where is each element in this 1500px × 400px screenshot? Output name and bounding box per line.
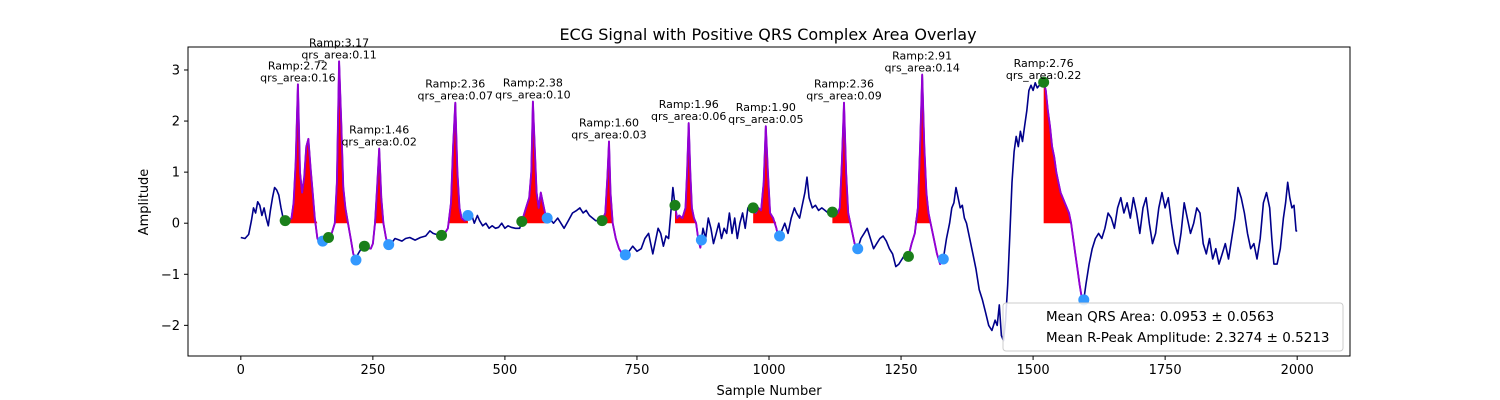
qrs-offset-marker-6	[619, 249, 631, 261]
annotation-layer: Ramp:2.72qrs_area:0.16Ramp:3.17qrs_area:…	[260, 36, 1081, 148]
chart-title: ECG Signal with Positive QRS Complex Are…	[559, 25, 976, 44]
annotation-ramp-8: Ramp:1.90	[736, 101, 796, 114]
qrs-area-7	[674, 123, 702, 224]
legend-box	[1002, 302, 1344, 352]
annotation-qrs-area-3: qrs_area:0.02	[341, 136, 416, 149]
qrs-segment-5	[520, 100, 548, 222]
qrs-area-6	[602, 141, 626, 224]
qrs-marker-layer	[279, 76, 1090, 306]
x-axis-ticks: 0 250 500 750 1000 1250 1500 1750 2000	[237, 356, 1314, 378]
qrs-onset-marker-9	[826, 206, 838, 218]
qrs-onset-marker-11	[1038, 76, 1050, 88]
qrs-area-2	[328, 61, 356, 224]
x-tick-label-2000: 2000	[1281, 363, 1314, 378]
y-tick-label--1: −1	[161, 268, 180, 283]
annotation-qrs-area-5: qrs_area:0.10	[495, 89, 570, 102]
qrs-offset-marker-7	[695, 234, 707, 246]
x-tick-label-1000: 1000	[752, 363, 785, 378]
qrs-offset-marker-4	[462, 210, 474, 222]
y-tick-label--2: −2	[161, 319, 180, 334]
qrs-onset-marker-10	[902, 250, 914, 262]
y-axis-ticks: −2 −1 0 1 2 3	[161, 63, 188, 334]
x-tick-label-1250: 1250	[884, 363, 917, 378]
qrs-onset-marker-3	[358, 240, 370, 252]
annotation-ramp-5: Ramp:2.38	[503, 77, 563, 90]
y-tick-label-3: 3	[172, 63, 180, 78]
qrs-segment-1	[285, 83, 324, 245]
qrs-offset-marker-2	[350, 254, 362, 266]
qrs-area-8	[753, 126, 780, 224]
qrs-onset-marker-4	[436, 229, 448, 241]
annotation-ramp-2: Ramp:3.17	[309, 36, 369, 49]
x-tick-label-500: 500	[492, 363, 517, 378]
annotation-qrs-area-1: qrs_area:0.16	[260, 71, 335, 84]
x-tick-label-1500: 1500	[1017, 363, 1050, 378]
legend-entry-mean-qrs-area: Mean QRS Area: 0.0953 ± 0.0563	[1046, 309, 1274, 325]
y-tick-label-2: 2	[172, 115, 180, 130]
x-axis-label: Sample Number	[716, 384, 822, 399]
qrs-onset-marker-5	[516, 216, 528, 228]
y-tick-label-1: 1	[172, 166, 180, 181]
qrs-onset-marker-6	[596, 215, 608, 227]
annotation-ramp-1: Ramp:2.72	[268, 59, 328, 72]
qrs-offset-marker-3	[383, 239, 395, 251]
annotation-ramp-7: Ramp:1.96	[659, 98, 719, 111]
qrs-segment-6	[601, 140, 626, 256]
annotation-qrs-area-4: qrs_area:0.07	[418, 90, 493, 103]
qrs-segment-2	[327, 60, 357, 261]
qrs-onset-marker-2	[322, 232, 334, 244]
annotation-qrs-area-7: qrs_area:0.06	[651, 110, 726, 123]
annotation-qrs-area-2: qrs_area:0.11	[301, 48, 376, 61]
qrs-area-11	[1043, 82, 1084, 224]
annotation-qrs-area-8: qrs_area:0.05	[728, 113, 803, 126]
x-tick-label-750: 750	[625, 363, 650, 378]
annotation-qrs-area-6: qrs_area:0.03	[571, 128, 646, 141]
annotation-ramp-6: Ramp:1.60	[579, 116, 639, 129]
qrs-segment-10	[907, 73, 945, 266]
x-tick-label-1750: 1750	[1149, 363, 1182, 378]
qrs-offset-marker-8	[774, 230, 786, 242]
qrs-offset-marker-5	[541, 212, 553, 224]
y-tick-label-0: 0	[172, 217, 180, 232]
qrs-onset-marker-1	[279, 215, 291, 227]
qrs-area-4	[441, 102, 468, 224]
legend: Mean QRS Area: 0.0953 ± 0.0563 Mean R-Pe…	[1002, 302, 1344, 352]
qrs-segment-4	[441, 101, 469, 237]
qrs-onset-marker-7	[669, 199, 681, 211]
annotation-qrs-area-10: qrs_area:0.14	[884, 62, 959, 75]
qrs-segment-11	[1042, 81, 1085, 301]
y-axis-label: Amplitude	[137, 169, 152, 236]
annotation-ramp-9: Ramp:2.36	[814, 78, 874, 91]
qrs-offset-marker-9	[852, 243, 864, 255]
annotation-qrs-area-11: qrs_area:0.22	[1006, 69, 1081, 82]
qrs-offset-marker-10	[937, 253, 949, 265]
annotation-ramp-4: Ramp:2.36	[425, 78, 485, 91]
qrs-segment-layer	[285, 60, 1085, 301]
annotation-ramp-10: Ramp:2.91	[892, 50, 952, 63]
annotation-ramp-11: Ramp:2.76	[1014, 57, 1074, 70]
legend-entry-mean-r-peak-amplitude: Mean R-Peak Amplitude: 2.3274 ± 0.5213	[1046, 330, 1330, 346]
x-tick-label-250: 250	[360, 363, 385, 378]
qrs-onset-marker-8	[747, 202, 759, 214]
annotation-qrs-area-9: qrs_area:0.09	[806, 90, 881, 103]
qrs-segment-3	[363, 147, 390, 250]
x-tick-label-0: 0	[237, 363, 245, 378]
annotation-ramp-3: Ramp:1.46	[349, 124, 409, 137]
